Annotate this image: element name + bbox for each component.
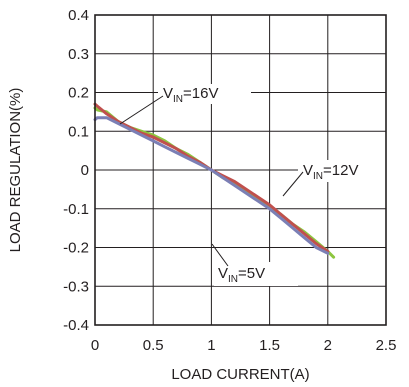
series-annotation: VIN=16V xyxy=(163,85,218,105)
annotation-subscript: IN xyxy=(313,171,323,182)
x-tick-label: 2 xyxy=(324,337,332,354)
annotation-main: V xyxy=(218,265,228,282)
y-tick-labels: 0.4 0.3 0.2 0.1 0 -0.1 -0.2 -0.3 -0.4 xyxy=(63,7,89,334)
series-line-3 xyxy=(93,116,330,255)
x-tick-label: 1 xyxy=(207,337,215,354)
annotation-main: V xyxy=(303,162,313,179)
series-annotation: VIN=12V xyxy=(303,162,358,182)
y-tick-label: -0.2 xyxy=(63,240,89,257)
annotation-main: V xyxy=(163,85,173,102)
y-tick-label: 0.2 xyxy=(68,85,89,102)
annotation-subscript: IN xyxy=(173,94,183,105)
x-tick-label: 0 xyxy=(91,337,99,354)
y-tick-label: 0 xyxy=(81,162,89,179)
y-tick-label: -0.3 xyxy=(63,278,89,295)
annotation-value: =16V xyxy=(183,85,218,102)
annotation-leader xyxy=(282,171,304,197)
annotation-background xyxy=(298,160,388,182)
plot-frame xyxy=(94,14,387,326)
series-lines xyxy=(93,102,336,259)
annotation-leader xyxy=(119,95,164,125)
y-tick-label: 0.4 xyxy=(68,7,89,24)
y-tick-label: -0.4 xyxy=(63,317,89,334)
x-tick-label: 1.5 xyxy=(259,337,280,354)
annotation-value: =12V xyxy=(323,162,358,179)
series-annotation: VIN=5V xyxy=(218,265,265,285)
y-tick-label: 0.1 xyxy=(68,123,89,140)
x-tick-label: 0.5 xyxy=(143,337,164,354)
x-tick-labels: 0 0.5 1 1.5 2 2.5 xyxy=(91,337,397,354)
y-tick-label: -0.1 xyxy=(63,201,89,218)
annotation-leader xyxy=(211,243,229,267)
x-axis-label: LOAD CURRENT(A) xyxy=(171,366,309,383)
x-tick-label: 2.5 xyxy=(376,337,397,354)
y-axis-label: LOAD REGULATION(%) xyxy=(7,88,24,253)
annotation-value: =5V xyxy=(238,265,265,282)
annotation-background xyxy=(158,84,251,104)
y-tick-label: 0.3 xyxy=(68,46,89,63)
annotation-subscript: IN xyxy=(228,274,238,285)
